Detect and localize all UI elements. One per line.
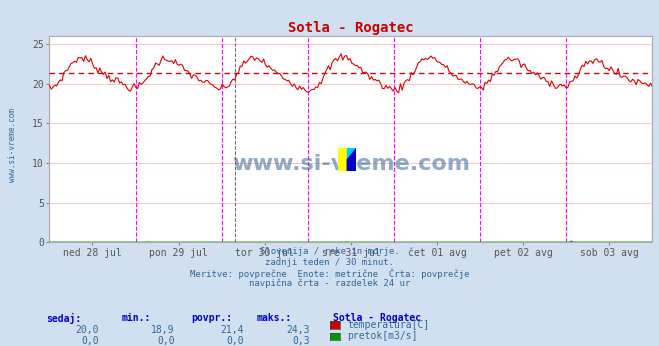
Text: navpična črta - razdelek 24 ur: navpična črta - razdelek 24 ur (249, 279, 410, 288)
Title: Sotla - Rogatec: Sotla - Rogatec (288, 21, 414, 35)
Text: 0,0: 0,0 (226, 336, 244, 346)
Polygon shape (347, 148, 357, 171)
Text: Sotla - Rogatec: Sotla - Rogatec (333, 313, 421, 323)
Text: 0,0: 0,0 (157, 336, 175, 346)
Text: min.:: min.: (122, 313, 152, 323)
Text: pretok[m3/s]: pretok[m3/s] (347, 331, 418, 341)
Text: 18,9: 18,9 (151, 325, 175, 335)
Text: temperatura[C]: temperatura[C] (347, 320, 430, 329)
Text: 0,3: 0,3 (292, 336, 310, 346)
Text: Slovenija / reke in morje.: Slovenija / reke in morje. (260, 247, 399, 256)
Text: www.si-vreme.com: www.si-vreme.com (232, 154, 470, 174)
Text: sedaj:: sedaj: (46, 313, 81, 324)
Text: Meritve: povprečne  Enote: metrične  Črta: povprečje: Meritve: povprečne Enote: metrične Črta:… (190, 268, 469, 279)
Text: zadnji teden / 30 minut.: zadnji teden / 30 minut. (265, 258, 394, 267)
Polygon shape (347, 148, 357, 160)
Bar (338, 148, 347, 171)
Text: 20,0: 20,0 (75, 325, 99, 335)
Text: 21,4: 21,4 (220, 325, 244, 335)
Text: 0,0: 0,0 (81, 336, 99, 346)
Text: www.si-vreme.com: www.si-vreme.com (8, 108, 17, 182)
Text: 24,3: 24,3 (286, 325, 310, 335)
Text: maks.:: maks.: (257, 313, 292, 323)
Text: povpr.:: povpr.: (191, 313, 232, 323)
